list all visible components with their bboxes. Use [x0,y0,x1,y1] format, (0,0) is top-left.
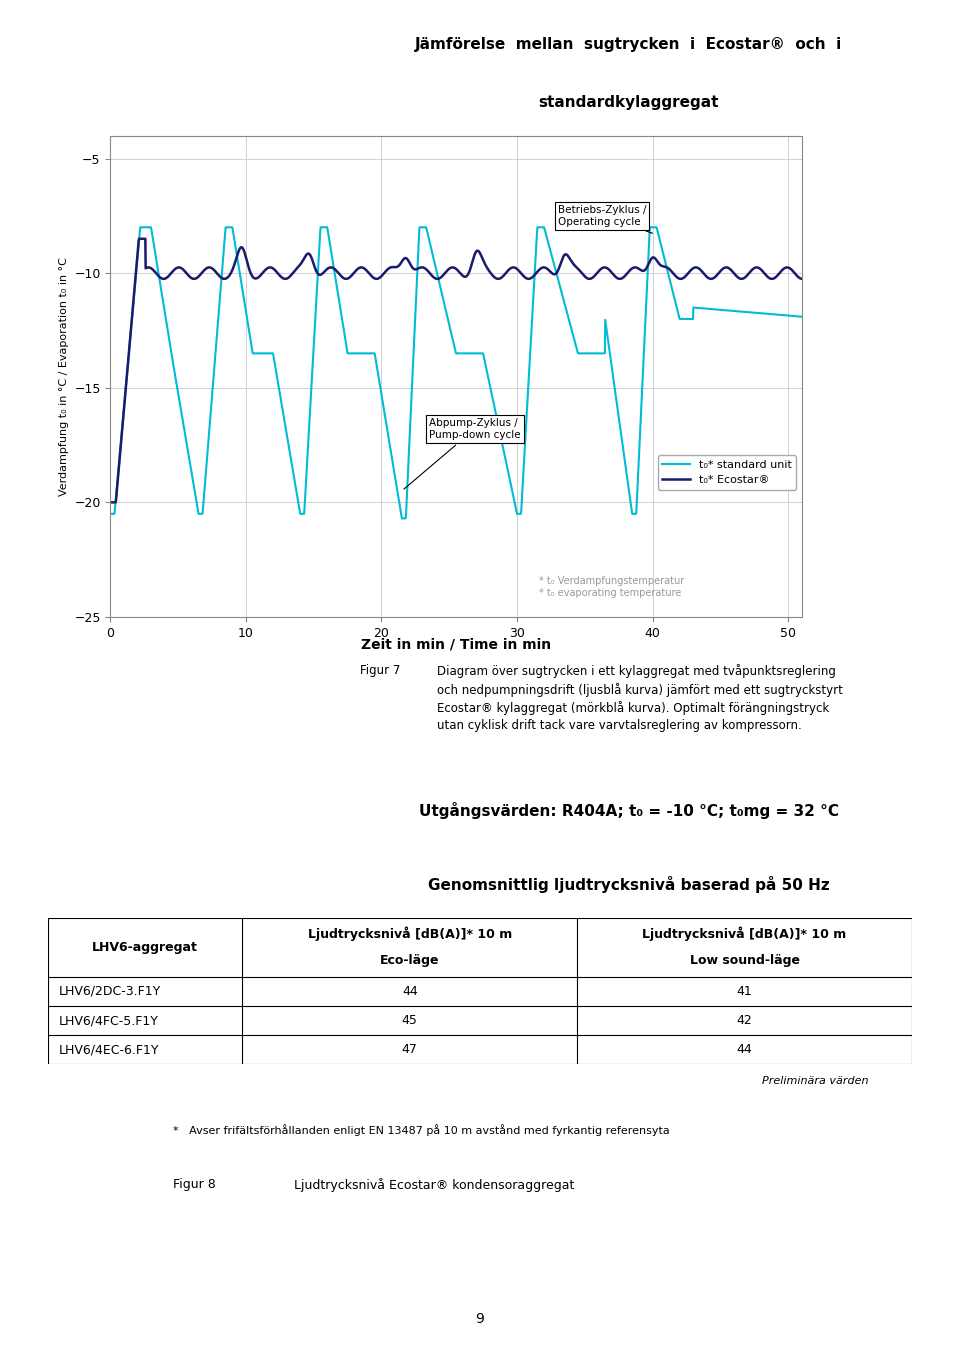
t₀* Ecostar® [796,271,807,287]
Text: Ljudtrycksnivå [dB(A)]* 10 m: Ljudtrycksnivå [dB(A)]* 10 m [307,928,512,941]
t₀* standard unit [140,220,152,236]
t₀* standard unit [442,308,453,324]
Text: * t₀ Verdampfungstemperatur
* t₀ evaporating temperature: * t₀ Verdampfungstemperatur * t₀ evapora… [539,576,684,598]
Text: Preliminära värden: Preliminära värden [762,1077,869,1086]
Text: 44: 44 [402,984,418,998]
Text: 42: 42 [736,1014,753,1026]
Text: Figur 8: Figur 8 [173,1177,216,1191]
t₀* Ecostar® [422,263,434,279]
t₀* standard unit [796,309,807,325]
Line: t₀* Ecostar®: t₀* Ecostar® [110,239,802,502]
t₀* Ecostar® [776,262,787,278]
Y-axis label: Verdampfung t₀ in °C / Evaporation t₀ in °C: Verdampfung t₀ in °C / Evaporation t₀ in… [59,256,69,496]
Text: 44: 44 [736,1043,753,1056]
Text: Ljudtrycksnivå [dB(A)]* 10 m: Ljudtrycksnivå [dB(A)]* 10 m [642,928,847,941]
Text: Eco-läge: Eco-läge [380,955,440,967]
Text: LHV6/2DC-3.F1Y: LHV6/2DC-3.F1Y [59,984,160,998]
Text: 9: 9 [475,1311,485,1326]
Text: Zeit in min / Time in min: Zeit in min / Time in min [361,637,551,652]
Text: Genomsnittlig ljudtrycksnivå baserad på 50 Hz: Genomsnittlig ljudtrycksnivå baserad på … [428,876,829,894]
Text: Betriebs-Zyklus /
Operating cycle: Betriebs-Zyklus / Operating cycle [558,205,653,233]
t₀* standard unit [777,306,788,323]
Text: Utgångsvärden: R404A; t₀ = -10 °C; t₀mg = 32 °C: Utgångsvärden: R404A; t₀ = -10 °C; t₀mg … [419,801,839,819]
Text: standardkylaggregat: standardkylaggregat [539,95,719,110]
t₀* standard unit [650,220,661,236]
t₀* standard unit [134,220,146,236]
Text: Jämförelse  mellan  sugtrycken  i  Ecostar®  och  i: Jämförelse mellan sugtrycken i Ecostar® … [415,37,843,52]
Text: LHV6/4FC-5.F1Y: LHV6/4FC-5.F1Y [59,1014,158,1026]
t₀* Ecostar® [776,263,787,279]
Text: Low sound-läge: Low sound-läge [689,955,800,967]
t₀* Ecostar® [133,231,145,247]
Text: Ljudtrycksnivå Ecostar® kondensoraggregat: Ljudtrycksnivå Ecostar® kondensoraggrega… [294,1177,574,1192]
Text: Figur 7: Figur 7 [360,664,400,678]
Text: *   Avser frifältsförhållanden enligt EN 13487 på 10 m avstånd med fyrkantig ref: * Avser frifältsförhållanden enligt EN 1… [173,1124,669,1135]
Text: 47: 47 [402,1043,418,1056]
t₀* standard unit [105,506,116,522]
Text: Abpump-Zyklus /
Pump-down cycle: Abpump-Zyklus / Pump-down cycle [404,418,520,490]
Text: 41: 41 [736,984,753,998]
Text: Diagram över sugtrycken i ett kylaggregat med tvåpunktsreglering
och nedpumpning: Diagram över sugtrycken i ett kylaggrega… [437,664,843,732]
Text: 45: 45 [402,1014,418,1026]
Line: t₀* standard unit: t₀* standard unit [110,228,802,518]
t₀* Ecostar® [649,250,660,266]
Text: LHV6-aggregat: LHV6-aggregat [92,941,198,953]
t₀* standard unit [776,306,787,323]
Legend: t₀* standard unit, t₀* Ecostar®: t₀* standard unit, t₀* Ecostar® [658,456,796,490]
t₀* Ecostar® [105,494,116,510]
t₀* Ecostar® [140,260,152,277]
t₀* standard unit [396,510,408,526]
t₀* standard unit [423,231,435,247]
t₀* Ecostar® [441,263,452,279]
Text: LHV6/4EC-6.F1Y: LHV6/4EC-6.F1Y [59,1043,158,1056]
